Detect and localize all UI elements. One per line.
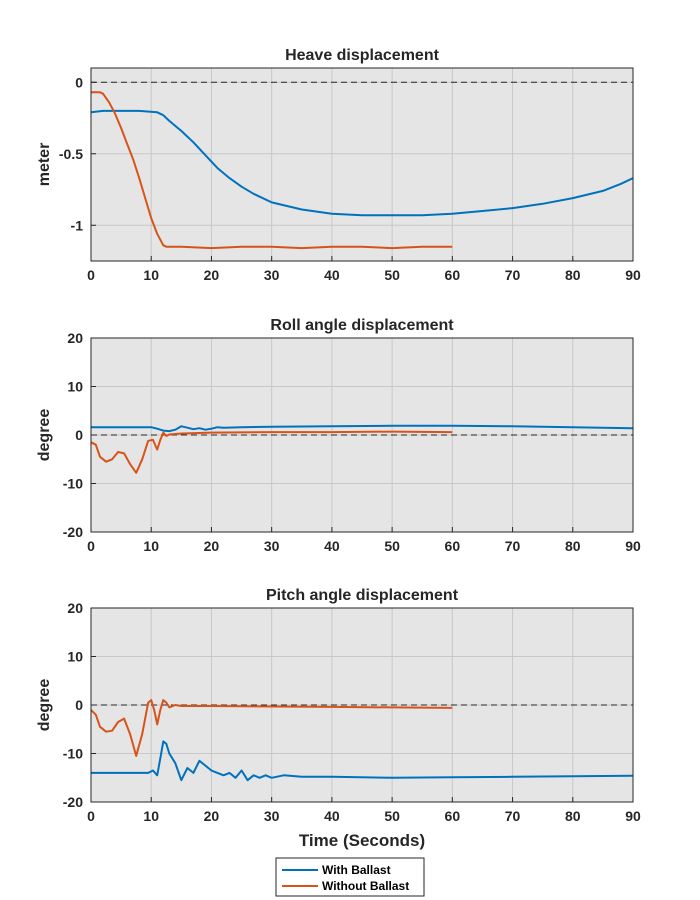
legend-label-without-ballast: Without Ballast xyxy=(322,879,409,893)
pitch-x-tick-label: 10 xyxy=(143,808,159,824)
pitch-y-tick-label: -20 xyxy=(63,794,83,810)
roll-series-without-ballast xyxy=(90,430,453,474)
pitch-series-without-ballast xyxy=(90,699,453,757)
roll-x-tick-label: 90 xyxy=(625,538,641,554)
pitch-x-axis-label: Time (Seconds) xyxy=(299,831,425,850)
roll-y-tick-label: -20 xyxy=(63,524,83,540)
pitch-x-tick-label: 60 xyxy=(445,808,461,824)
roll-y-tick-label: 10 xyxy=(67,379,83,395)
roll-y-tick-label: 20 xyxy=(67,330,83,346)
heave-y-axis-label: meter xyxy=(36,143,53,187)
legend-box xyxy=(275,857,425,897)
pitch-x-tick-label: 80 xyxy=(565,808,581,824)
roll-x-tick-label: 80 xyxy=(565,538,581,554)
roll-y-tick-label: -10 xyxy=(63,476,83,492)
heave-series-with-ballast xyxy=(90,109,634,217)
heave-y-tick-label: -1 xyxy=(71,217,84,233)
pitch-y-axis-label: degree xyxy=(36,679,53,732)
pitch-x-tick-label: 50 xyxy=(384,808,400,824)
chart-panels: 0 10 20 30 40 50 60 70 80 90 0 -0.5 -1 Heave displace… xyxy=(36,47,641,850)
roll-x-tick-label: 70 xyxy=(505,538,521,554)
pitch-chart: 0 10 20 30 40 50 60 70 80 90 20 10 0 -10 -20 Pitch angl… xyxy=(36,587,641,850)
roll-x-tick-label: 30 xyxy=(264,538,280,554)
heave-x-tick-label: 20 xyxy=(204,267,220,283)
legend: With Ballast Without Ballast xyxy=(275,857,425,897)
heave-x-tick-label: 80 xyxy=(565,267,581,283)
pitch-x-tick-label: 30 xyxy=(264,808,280,824)
heave-y-tick-label: 0 xyxy=(75,74,83,90)
roll-x-tick-label: 50 xyxy=(384,538,400,554)
roll-x-tick-label: 20 xyxy=(204,538,220,554)
heave-x-tick-label: 40 xyxy=(324,267,340,283)
roll-y-axis-label: degree xyxy=(36,409,53,462)
pitch-y-tick-label: 0 xyxy=(75,697,83,713)
heave-x-tick-label: 70 xyxy=(505,267,521,283)
heave-x-tick-label: 60 xyxy=(445,267,461,283)
pitch-x-tick-label: 0 xyxy=(87,808,95,824)
roll-x-tick-label: 60 xyxy=(445,538,461,554)
heave-x-tick-label: 90 xyxy=(625,267,641,283)
pitch-y-tick-label: 20 xyxy=(67,600,83,616)
heave-chart-title: Heave displacement xyxy=(285,47,440,64)
heave-axes-box xyxy=(90,67,634,262)
heave-x-tick-label: 10 xyxy=(143,267,159,283)
pitch-chart-title: Pitch angle displacement xyxy=(266,587,459,604)
heave-plot-area xyxy=(91,68,633,261)
heave-series-without-ballast xyxy=(91,91,453,250)
roll-y-tick-label: 0 xyxy=(75,427,83,443)
heave-x-tick-label: 0 xyxy=(87,267,95,283)
roll-x-tick-label: 0 xyxy=(87,538,95,554)
heave-x-tick-label: 50 xyxy=(384,267,400,283)
heave-x-tick-label: 30 xyxy=(264,267,280,283)
roll-series-with-ballast xyxy=(91,424,634,433)
pitch-x-tick-label: 20 xyxy=(204,808,220,824)
roll-x-tick-label: 40 xyxy=(324,538,340,554)
pitch-series-with-ballast xyxy=(91,740,634,782)
pitch-x-tick-label: 90 xyxy=(625,808,641,824)
pitch-y-tick-label: 10 xyxy=(67,649,83,665)
pitch-y-tick-label: -10 xyxy=(63,746,83,762)
roll-chart: 0 10 20 30 40 50 60 70 80 90 20 10 0 -10 -20 Roll angle… xyxy=(36,317,641,554)
pitch-x-tick-label: 70 xyxy=(505,808,521,824)
heave-chart: 0 10 20 30 40 50 60 70 80 90 0 -0.5 -1 Heave displace… xyxy=(36,47,641,283)
legend-label-with-ballast: With Ballast xyxy=(322,863,391,877)
heave-y-tick-label: -0.5 xyxy=(59,146,83,162)
roll-x-tick-label: 10 xyxy=(143,538,159,554)
pitch-x-tick-label: 40 xyxy=(324,808,340,824)
roll-chart-title: Roll angle displacement xyxy=(270,317,454,334)
